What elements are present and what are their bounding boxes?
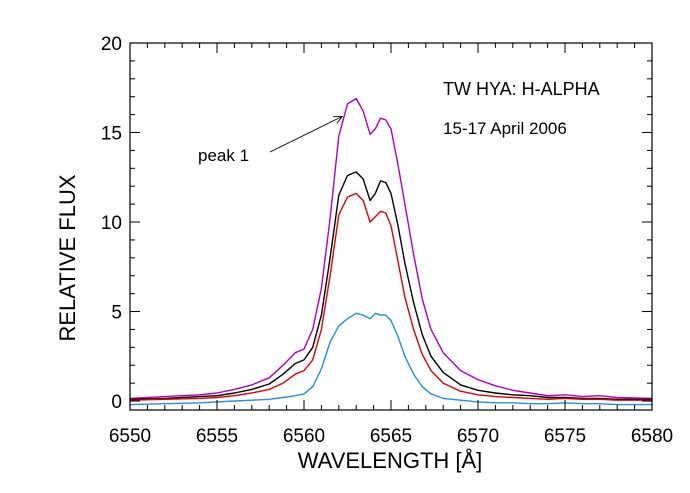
x-tick-label: 6580 <box>631 426 673 447</box>
y-tick-label: 15 <box>101 124 122 145</box>
annotation-arrow-head <box>333 115 344 124</box>
x-tick-label: 6565 <box>370 426 412 447</box>
y-tick-label: 10 <box>101 213 122 234</box>
plot-series <box>129 97 653 406</box>
x-tick-label: 6575 <box>544 426 586 447</box>
y-axis-title: RELATIVE FLUX <box>55 174 80 341</box>
chart-subtitle: 15-17 April 2006 <box>443 119 567 138</box>
x-tick-label: 6555 <box>196 426 238 447</box>
annotation-arrow-line <box>269 115 343 153</box>
y-tick-label: 0 <box>111 392 122 413</box>
x-tick-label: 6550 <box>109 426 151 447</box>
y-tick-label: 20 <box>101 34 122 55</box>
series-line-3 <box>129 192 652 401</box>
axis-ticks <box>129 42 653 410</box>
series-line-1 <box>129 97 653 400</box>
series-line-2 <box>129 171 652 400</box>
chart-title: TW HYA: H-ALPHA <box>443 79 600 99</box>
x-tick-label: 6560 <box>283 426 325 447</box>
axis-tick-labels: 6550 6555 6560 6565 6570 6575 6580 0 5 10 15 20 <box>101 34 673 447</box>
annotation-peak-label: peak 1 <box>198 146 249 165</box>
y-tick-label: 5 <box>111 303 122 324</box>
series-line-4 <box>129 312 652 406</box>
x-axis-title: WAVELENGTH [Å] <box>298 448 483 473</box>
x-tick-label: 6570 <box>457 426 499 447</box>
